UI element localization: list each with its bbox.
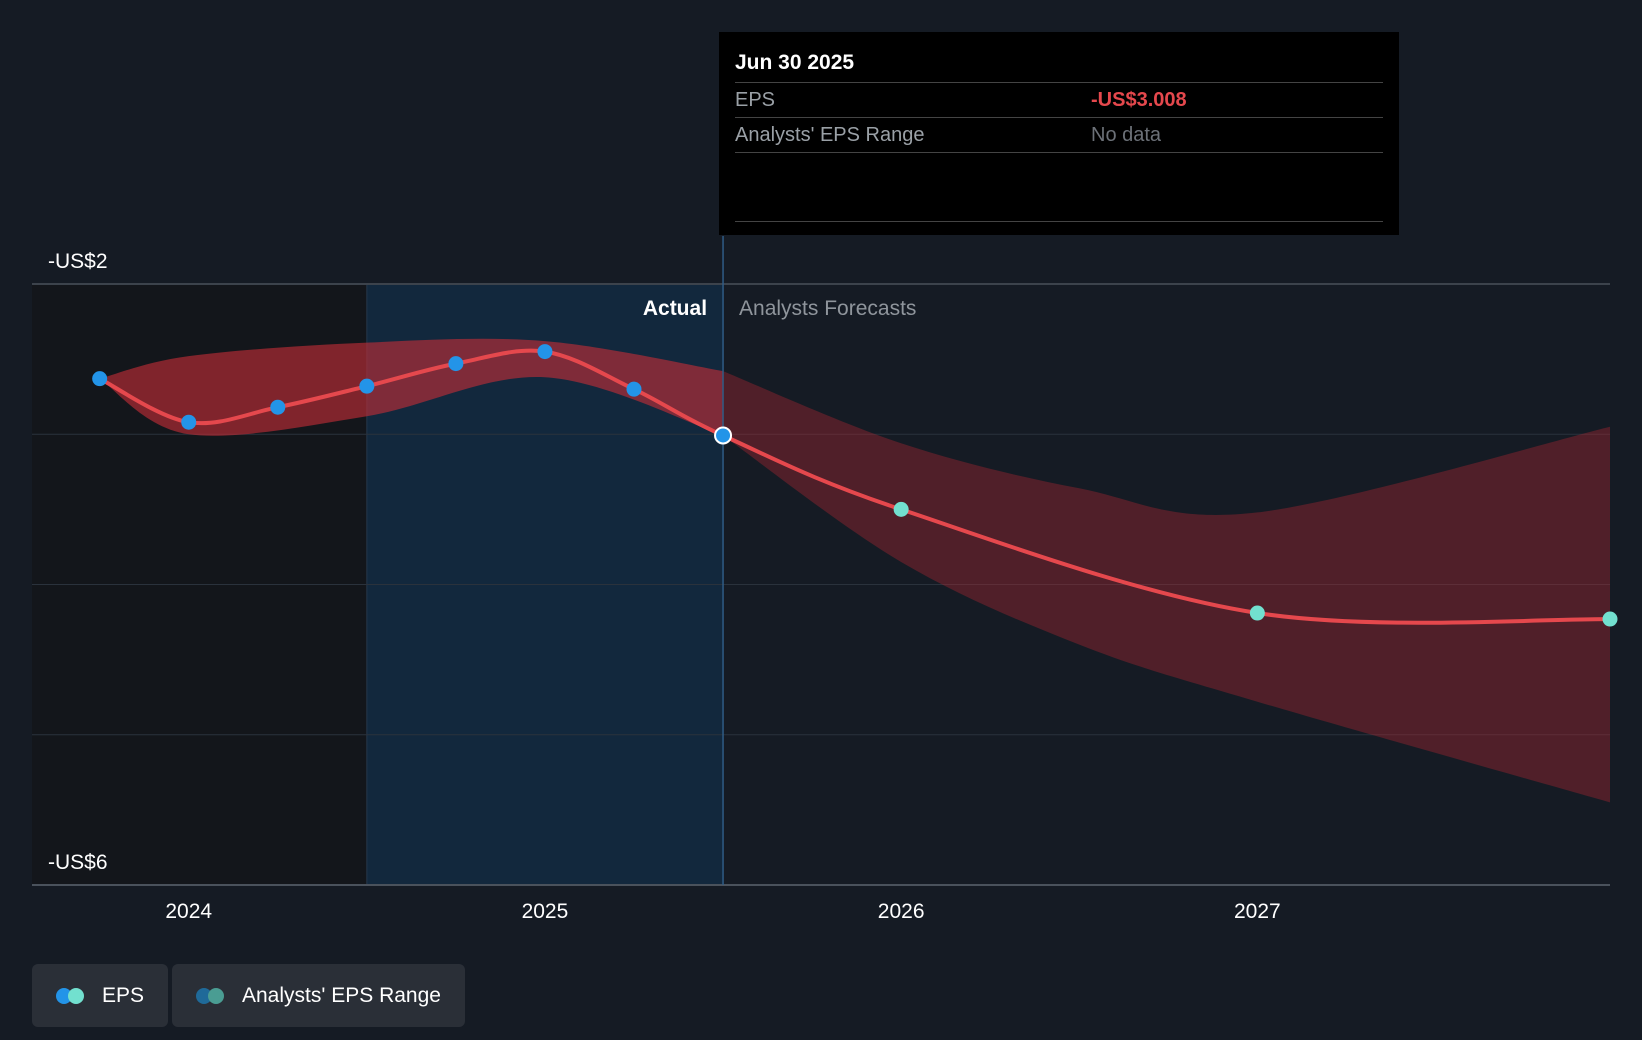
eps-point-forecast (893, 501, 909, 517)
eps-legend-icon (56, 987, 86, 1004)
eps-point-actual (448, 356, 464, 372)
x-tick-label: 2027 (1234, 900, 1281, 923)
eps-point-forecast (1602, 611, 1618, 627)
y-tick-label: -US$6 (48, 851, 108, 874)
eps-range-legend-icon (196, 987, 226, 1004)
eps-point-actual (270, 399, 286, 415)
actual-region-label: Actual (643, 297, 707, 320)
legend-eps[interactable]: EPS (32, 964, 169, 1027)
eps-point-forecast (1249, 605, 1265, 621)
legend-dot-range-forecast (208, 987, 224, 1004)
forecast-region-label: Analysts Forecasts (739, 297, 916, 320)
legend-dot-forecast (68, 987, 84, 1004)
legend-eps-range-label: Analysts' EPS Range (242, 983, 441, 1007)
eps-point-actual (537, 344, 553, 360)
eps-range-band-forecast (723, 371, 1610, 803)
tooltip: Jun 30 2025 EPS -US$3.008 Analysts' EPS … (719, 32, 1399, 235)
tooltip-range-row: Analysts' EPS Range No data (735, 118, 1383, 153)
tooltip-eps-row: EPS -US$3.008 (735, 83, 1383, 118)
tooltip-range-value: No data (1091, 124, 1162, 146)
eps-point-actual (626, 381, 642, 397)
eps-point-actual (92, 371, 108, 387)
tooltip-eps-label: EPS (735, 89, 776, 111)
legend-eps-label: EPS (102, 983, 145, 1007)
y-tick-label: -US$2 (48, 250, 108, 273)
x-tick-label: 2026 (878, 900, 925, 923)
tooltip-eps-value: -US$3.008 (1091, 89, 1187, 111)
tooltip-date: Jun 30 2025 (735, 46, 1383, 83)
tooltip-range-label: Analysts' EPS Range (735, 124, 925, 146)
x-tick-label: 2025 (522, 900, 569, 923)
legend-eps-range[interactable]: Analysts' EPS Range (172, 964, 465, 1027)
eps-point-actual (359, 378, 375, 394)
tooltip-spacer (735, 153, 1383, 222)
eps-point-actual (181, 414, 197, 430)
eps-point-selected (714, 426, 733, 445)
x-tick-label: 2024 (165, 900, 212, 923)
